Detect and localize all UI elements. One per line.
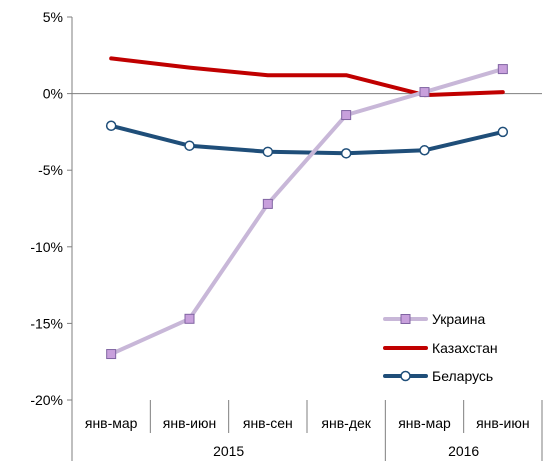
legend-item-2: Беларусь: [383, 368, 493, 384]
x-tick-label: янв-мар: [85, 415, 138, 431]
legend-swatch-marker: [400, 314, 411, 324]
data-point: [340, 148, 352, 159]
data-point: [419, 87, 430, 98]
y-tick-label: -20%: [30, 392, 63, 408]
series-layer: [105, 56, 509, 360]
x-tick-label: янв-июн: [163, 415, 216, 431]
legend-swatch-marker: [400, 370, 411, 382]
series-line: [109, 123, 505, 156]
data-point: [184, 313, 195, 324]
axes: 5% 0% -5% -10% -15% -20% янв-мар янв-июн янв-сен…: [30, 9, 543, 461]
data-point: [497, 126, 509, 138]
y-tick-label: 5%: [43, 9, 63, 25]
legend-label: Казахстан: [432, 340, 498, 356]
group-label-2015: 2015: [213, 443, 244, 459]
data-point: [419, 145, 430, 156]
legend-item-1: Казахстан: [383, 340, 498, 356]
legend-item-0: Украина: [383, 311, 486, 327]
x-tick-label: янв-дек: [321, 415, 371, 431]
y-tick-label: 0%: [43, 86, 63, 102]
y-tick-label: -5%: [38, 162, 63, 178]
x-tick-label: янв-июн: [476, 415, 529, 431]
series-line: [109, 67, 505, 356]
y-tick-label: -15%: [30, 315, 63, 331]
x-tick-label: янв-сен: [243, 415, 293, 431]
data-point: [262, 146, 274, 158]
series-0: [106, 64, 508, 360]
data-point: [106, 349, 117, 360]
x-tick-label: янв-мар: [398, 415, 451, 431]
series-line: [109, 56, 505, 98]
legend-label: Украина: [432, 311, 486, 327]
data-point: [184, 140, 195, 151]
legend-label: Беларусь: [432, 368, 493, 384]
y-tick-label: -10%: [30, 239, 63, 255]
legend: Украина Казахстан Беларусь: [383, 311, 498, 384]
data-point: [105, 120, 117, 132]
group-label-2016: 2016: [448, 443, 479, 459]
series-2: [105, 120, 509, 159]
data-point: [497, 64, 508, 75]
series-1: [109, 56, 505, 98]
data-point: [262, 198, 273, 209]
data-point: [341, 110, 352, 121]
